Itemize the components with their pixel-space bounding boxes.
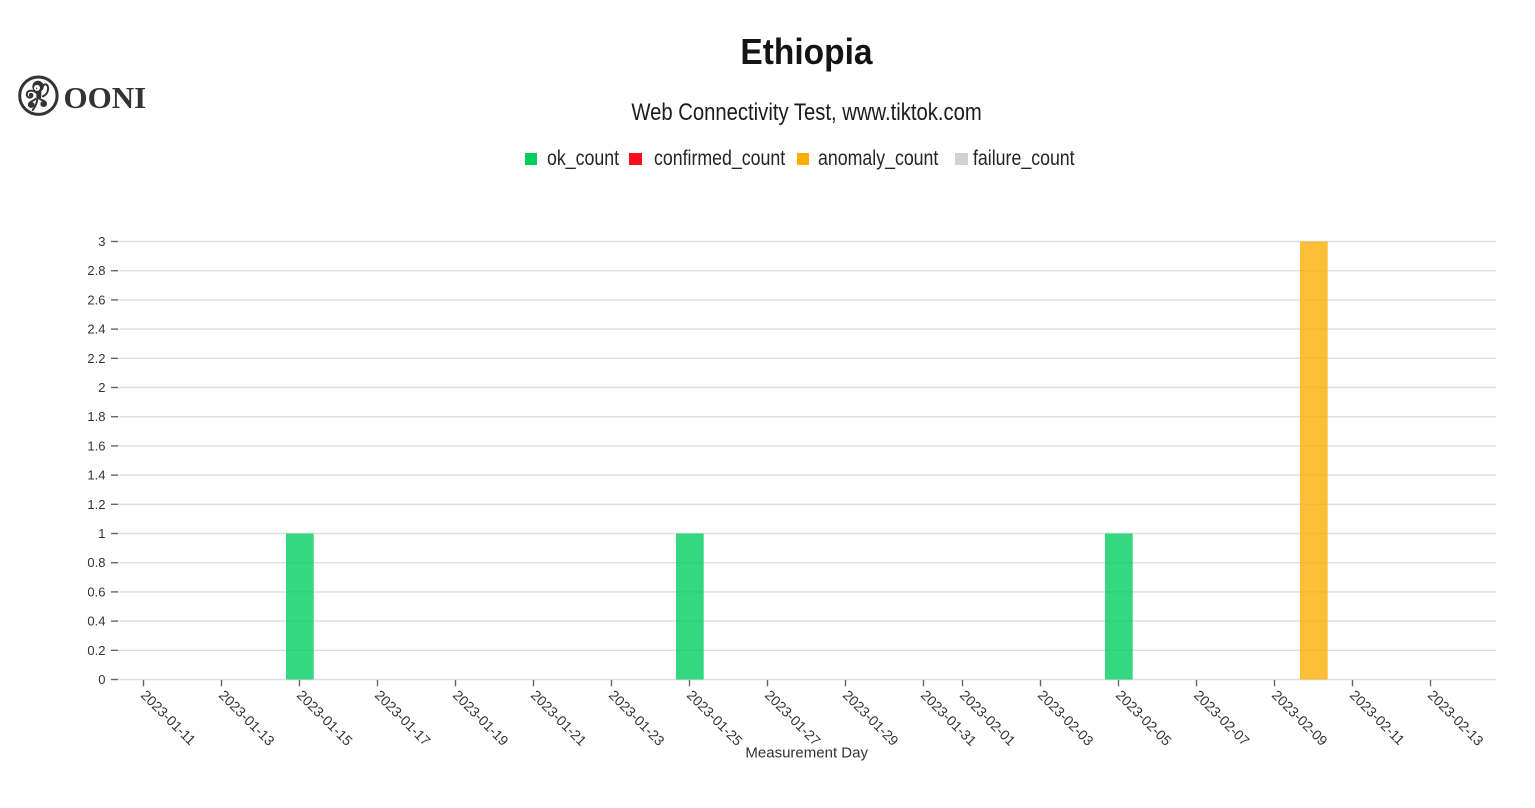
svg-text:2.4: 2.4 [87,322,105,337]
svg-text:Measurement Day: Measurement Day [745,745,868,762]
svg-text:0.6: 0.6 [87,584,105,599]
svg-text:2023-01-13: 2023-01-13 [216,687,278,749]
svg-text:2.6: 2.6 [87,292,105,307]
svg-text:2023-01-19: 2023-01-19 [450,687,512,749]
svg-text:1.2: 1.2 [87,497,105,512]
svg-text:0.8: 0.8 [87,555,105,570]
svg-text:2023-01-15: 2023-01-15 [294,687,356,749]
svg-text:2023-01-23: 2023-01-23 [606,687,668,749]
svg-text:1.6: 1.6 [87,438,105,453]
svg-text:1.4: 1.4 [87,468,105,483]
svg-text:2023-01-11: 2023-01-11 [138,687,199,748]
svg-text:0.2: 0.2 [87,643,105,658]
svg-text:2023-01-25: 2023-01-25 [684,687,746,749]
svg-text:2023-02-03: 2023-02-03 [1035,687,1097,749]
svg-text:2.2: 2.2 [87,351,105,366]
svg-text:2023-01-21: 2023-01-21 [528,687,590,749]
svg-text:2023-02-05: 2023-02-05 [1113,687,1175,749]
svg-text:2023-01-27: 2023-01-27 [762,687,824,749]
svg-text:1.8: 1.8 [87,409,105,424]
svg-text:2.8: 2.8 [87,263,105,278]
svg-text:2023-02-13: 2023-02-13 [1425,687,1487,749]
svg-text:3: 3 [98,234,105,249]
svg-text:2023-02-09: 2023-02-09 [1269,687,1331,749]
svg-text:0.4: 0.4 [87,614,105,629]
svg-text:2023-01-17: 2023-01-17 [372,687,434,749]
svg-text:1: 1 [98,526,105,541]
svg-text:0: 0 [98,672,105,687]
svg-text:2023-02-11: 2023-02-11 [1347,687,1408,748]
svg-text:2023-02-07: 2023-02-07 [1191,687,1253,749]
svg-text:2: 2 [98,380,105,395]
svg-text:2023-01-29: 2023-01-29 [840,687,902,749]
